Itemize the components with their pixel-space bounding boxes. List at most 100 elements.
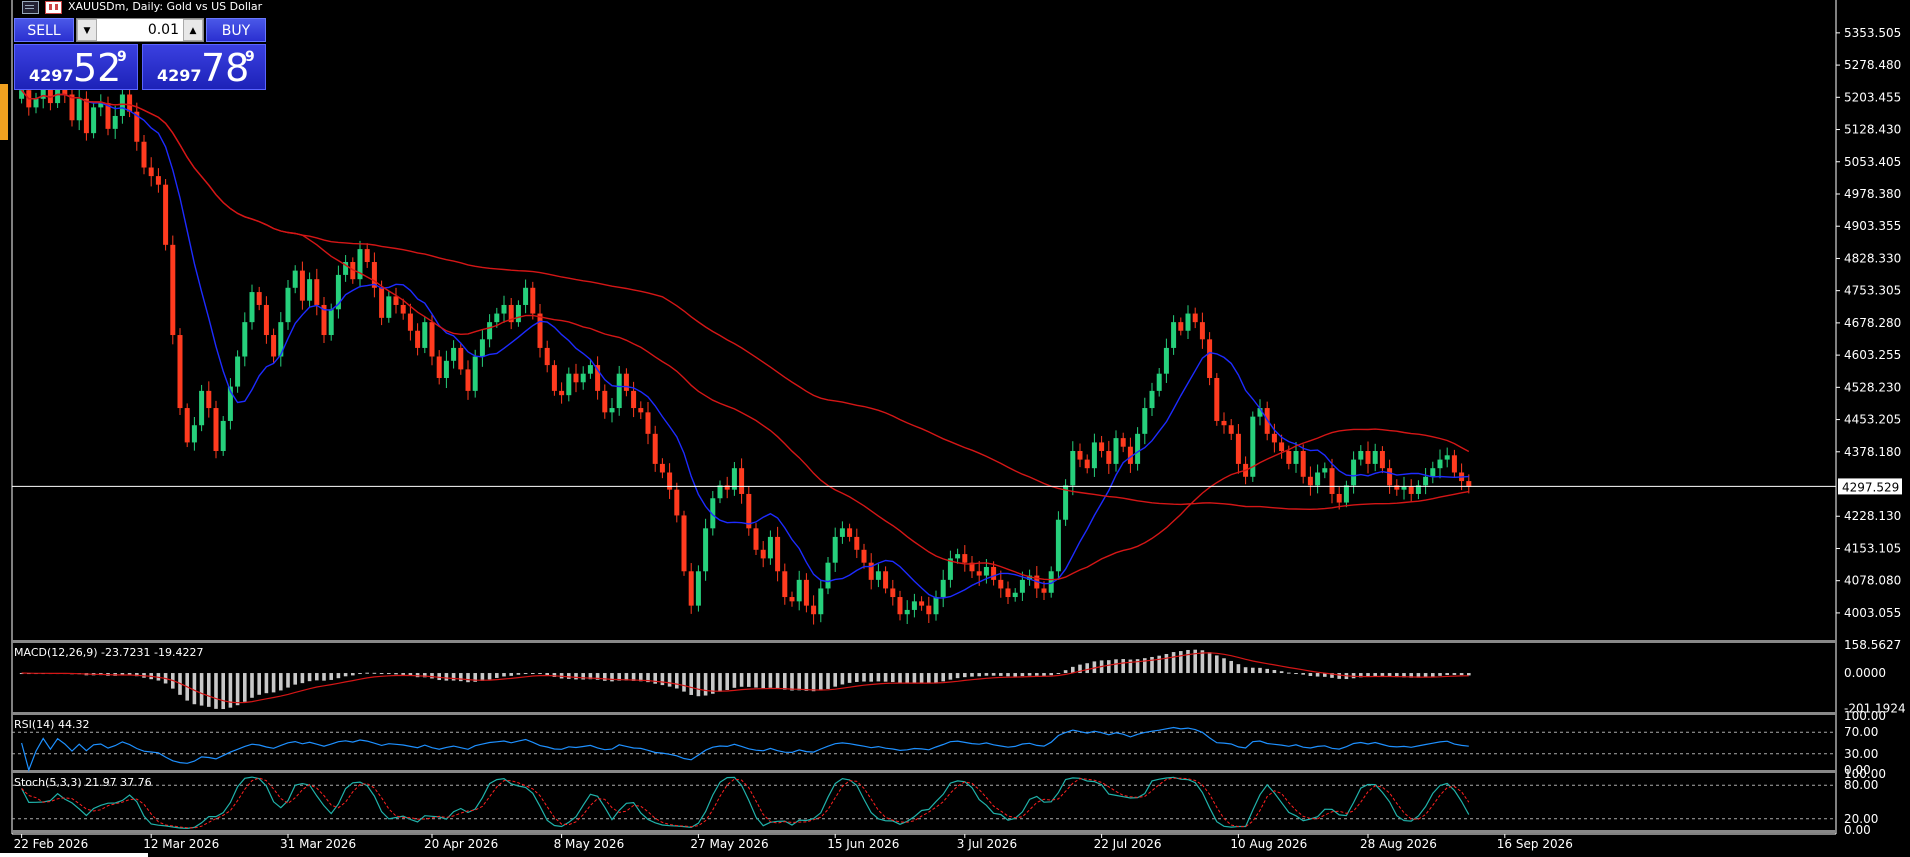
candle-body: [1466, 481, 1472, 487]
candle-body: [645, 412, 651, 434]
macd-bar: [1171, 652, 1176, 674]
candle-body: [1221, 420, 1227, 426]
candle-body: [947, 558, 953, 580]
candle-body: [775, 536, 781, 572]
macd-bar: [862, 673, 866, 682]
macd-bar: [1243, 667, 1248, 674]
price-tick-label: 4978.380: [1844, 187, 1901, 201]
candle-body: [1156, 373, 1162, 391]
candle-body: [1192, 313, 1198, 323]
candle-body: [508, 304, 514, 323]
candle-body: [40, 85, 46, 99]
candle-body: [1430, 468, 1436, 477]
macd-bar: [761, 673, 765, 689]
price-tick-label: 4753.305: [1844, 284, 1901, 298]
macd-bar: [1351, 673, 1356, 679]
candle-body: [1149, 390, 1155, 409]
candle-body: [1423, 476, 1429, 486]
stoch-tick-label: 0.00: [1844, 823, 1871, 837]
candle-body: [926, 605, 932, 615]
candle-body: [652, 433, 658, 464]
sell-button[interactable]: SELL: [14, 18, 74, 42]
macd-bar: [667, 673, 672, 687]
macd-bar: [855, 673, 859, 682]
chart-menu-icon[interactable]: [22, 0, 39, 14]
macd-bar: [408, 673, 413, 676]
macd-bar: [876, 673, 881, 682]
chevron-down-icon[interactable]: ▼: [77, 19, 97, 41]
buy-button[interactable]: BUY: [206, 18, 266, 42]
macd-bar: [552, 673, 557, 677]
macd-bar: [905, 673, 909, 684]
macd-bar: [271, 673, 276, 693]
macd-bar: [322, 673, 326, 681]
candle-body: [76, 98, 82, 121]
candle-body: [609, 408, 615, 413]
candle-body: [1199, 322, 1205, 340]
candles: [19, 73, 1472, 625]
candle-body: [616, 373, 622, 409]
macd-bar: [1150, 656, 1154, 674]
macd-bar: [1395, 673, 1399, 678]
macd-bar: [430, 673, 434, 679]
symbol-title: XAUUSDm, Daily: Gold vs US Dollar: [68, 0, 263, 13]
macd-bar: [120, 673, 125, 676]
chevron-up-icon[interactable]: ▲: [183, 19, 203, 41]
macd-bar: [228, 673, 233, 708]
candle-body: [1257, 408, 1263, 417]
macd-bar: [811, 673, 816, 692]
macd-bar: [948, 673, 953, 680]
macd-bar: [1071, 666, 1075, 674]
macd-bar: [1215, 655, 1219, 674]
macd-bar: [1315, 673, 1320, 677]
candle-body: [1415, 485, 1421, 494]
macd-bar: [336, 673, 341, 679]
macd-bar: [833, 673, 837, 687]
candle-body: [940, 579, 946, 598]
candle-body: [789, 597, 795, 602]
candle-body: [1279, 442, 1285, 452]
rsi-line: [21, 726, 1469, 772]
candle-body: [1408, 486, 1414, 494]
time-tick-label: 16 Sep 2026: [1497, 837, 1573, 851]
candle-body: [458, 347, 464, 370]
candle-body: [1372, 451, 1378, 464]
macd-bar: [199, 673, 204, 706]
lot-size-input[interactable]: [97, 19, 183, 41]
macd-bar: [1027, 673, 1032, 676]
macd-bar: [235, 673, 240, 706]
time-tick-label: 28 Aug 2026: [1360, 837, 1437, 851]
candle-body: [580, 373, 586, 383]
candle-body: [587, 365, 593, 374]
candle-body: [213, 408, 219, 452]
macd-bar: [696, 673, 701, 697]
buy-price-box[interactable]: 4297 78 9: [142, 44, 266, 90]
candle-body: [69, 94, 75, 121]
macd-bar: [279, 673, 283, 691]
candle-body: [1178, 322, 1184, 331]
macd-bar: [1409, 673, 1413, 678]
candle-body: [1048, 571, 1054, 593]
time-tick-label: 12 Mar 2026: [143, 837, 219, 851]
chart-type-icon[interactable]: [45, 0, 62, 14]
macd-bar: [919, 673, 924, 683]
sell-price-box[interactable]: 4297 52 9: [14, 44, 138, 90]
macd-bar: [466, 673, 470, 683]
candle-body: [220, 420, 226, 452]
macd-bar: [1337, 673, 1341, 679]
candle-body: [170, 244, 176, 336]
candle-body: [278, 322, 284, 357]
macd-bar: [819, 673, 823, 691]
macd-bar: [444, 673, 449, 681]
candle-body: [1437, 459, 1443, 469]
rsi-tick-label: 30.00: [1844, 747, 1878, 761]
macd-bar: [1143, 658, 1147, 674]
current-price-label: 4297.529: [1842, 480, 1899, 494]
price-tick-label: 5053.405: [1844, 155, 1901, 169]
tab-strip[interactable]: [0, 853, 148, 857]
candle-body: [861, 549, 867, 563]
macd-bar: [1020, 673, 1025, 677]
macd-bar: [329, 673, 333, 680]
candle-body: [631, 390, 637, 409]
